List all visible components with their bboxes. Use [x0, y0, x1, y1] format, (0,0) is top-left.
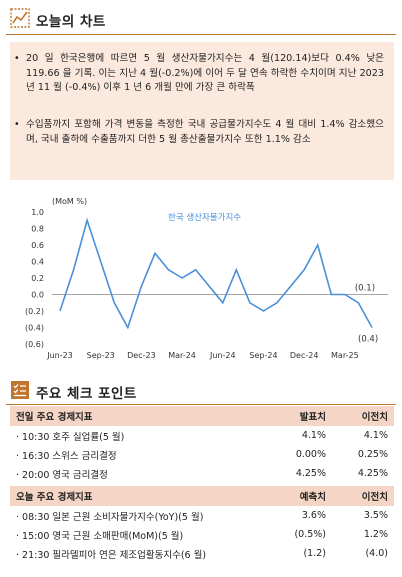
x-tick-label: Mar-25: [331, 351, 359, 360]
table-header-row: 전일 주요 경제지표 발표치 이전치: [10, 406, 394, 426]
column-header: 발표치: [299, 412, 326, 423]
y-axis-label: (MoM %): [52, 197, 87, 206]
indicator-name: · 08:30 일본 근원 소비자물가지수(YoY)(5 월): [16, 511, 204, 523]
summary-box: • 20 일 한국은행에 따르면 5 월 생산자물가지수는 4 월(120.14)…: [10, 42, 394, 180]
bullet-text: 20 일 한국은행에 따르면 5 월 생산자물가지수는 4 월(120.14)보…: [26, 53, 384, 94]
ppi-line-chart: (MoM %) 한국 생산자물가지수 1.0 0.8 0.6 0.4 0.2 0.0 (0.…: [25, 197, 388, 360]
indicator-name: · 15:00 영국 근원 소매판매(MoM)(5 월): [16, 530, 184, 542]
y-tick-label: (0.6): [25, 340, 44, 349]
bullet-text: 수입품까지 포함해 가격 변동을 측정한 국내 공급물가지수도 4 월 대비 1…: [26, 119, 384, 145]
chart-icon: [10, 8, 30, 32]
forecast-value: (0.5%): [294, 529, 326, 540]
indicator-name: · 10:30 호주 실업률(5 월): [16, 431, 125, 443]
table-row: · 10:30 호주 실업률(5 월) 4.1% 4.1%: [10, 426, 394, 445]
x-tick-label: Dec-24: [290, 351, 319, 360]
previous-value: 4.1%: [363, 430, 388, 441]
table-row: · 21:30 필라델피아 연은 제조업활동지수(6 월) (1.2) (4.0…: [10, 544, 394, 563]
previous-value: 3.5%: [363, 510, 388, 521]
column-header: 이전치: [361, 412, 388, 423]
indicator-name: · 16:30 스위스 금리결정: [16, 450, 117, 462]
today-indicators-table: 오늘 주요 경제지표 예측치 이전치 · 08:30 일본 근원 소비자물가지수…: [10, 486, 394, 563]
x-tick-label: Jun-24: [209, 351, 236, 360]
section-divider: [6, 404, 396, 406]
y-tick-label: 1.0: [31, 208, 44, 217]
y-tick-label: 0.0: [31, 291, 44, 300]
table-row: · 15:00 영국 근원 소매판매(MoM)(5 월) (0.5%) 1.2%: [10, 525, 394, 544]
bullet-item: • 20 일 한국은행에 따르면 5 월 생산자물가지수는 4 월(120.14)…: [10, 52, 394, 96]
annotation-label: (0.4): [358, 335, 378, 345]
x-tick-label: Sep-23: [87, 351, 115, 360]
column-header: 예측치: [299, 492, 326, 503]
previous-value: 0.25%: [357, 449, 388, 460]
table-row: · 20:00 영국 금리결정 4.25% 4.25%: [10, 464, 394, 483]
section-divider: [6, 34, 396, 36]
previous-value: 4.25%: [357, 468, 388, 479]
checklist-icon: [10, 380, 30, 404]
y-tick-label: 0.2: [31, 274, 44, 283]
actual-value: 0.00%: [295, 449, 326, 460]
annotation-label: (0.1): [355, 284, 375, 294]
legend-series-label: 한국 생산자물가지수: [168, 212, 241, 223]
y-tick-label: 0.4: [31, 258, 44, 267]
indicator-name: · 21:30 필라델피아 연은 제조업활동지수(6 월): [16, 549, 207, 561]
section-header-checkpoints: 주요 체크 포인트: [10, 380, 137, 404]
table-row: · 16:30 스위스 금리결정 0.00% 0.25%: [10, 445, 394, 464]
y-tick-label: 0.6: [31, 241, 44, 250]
table-row: · 08:30 일본 근원 소비자물가지수(YoY)(5 월) 3.6% 3.5…: [10, 506, 394, 525]
actual-value: 4.25%: [295, 468, 326, 479]
section-title: 오늘의 차트: [36, 14, 106, 30]
y-tick-label: 0.8: [31, 225, 44, 234]
x-tick-label: Mar-24: [168, 351, 196, 360]
bullet-item: • 수입품까지 포함해 가격 변동을 측정한 국내 공급물가지수도 4 월 대비 …: [10, 118, 394, 147]
x-tick-label: Jun-23: [46, 351, 73, 360]
column-header: 이전치: [361, 492, 388, 503]
column-header: 전일 주요 경제지표: [16, 412, 93, 423]
indicator-name: · 20:00 영국 금리결정: [16, 469, 108, 481]
section-header-today-chart: 오늘의 차트: [10, 8, 106, 32]
x-tick-label: Sep-24: [249, 351, 277, 360]
y-tick-label: (0.2): [25, 307, 44, 316]
column-header: 오늘 주요 경제지표: [16, 492, 93, 503]
table-header-row: 오늘 주요 경제지표 예측치 이전치: [10, 486, 394, 506]
previous-value: 1.2%: [363, 529, 388, 540]
x-tick-label: Dec-23: [127, 351, 156, 360]
previous-value: (4.0): [365, 548, 388, 559]
series-line: [59, 217, 373, 330]
previous-day-indicators-table: 전일 주요 경제지표 발표치 이전치 · 10:30 호주 실업률(5 월) 4…: [10, 406, 394, 483]
y-tick-label: (0.4): [25, 324, 44, 333]
forecast-value: (1.2): [303, 548, 326, 559]
forecast-value: 3.6%: [301, 510, 326, 521]
actual-value: 4.1%: [301, 430, 326, 441]
section-title: 주요 체크 포인트: [36, 386, 137, 402]
